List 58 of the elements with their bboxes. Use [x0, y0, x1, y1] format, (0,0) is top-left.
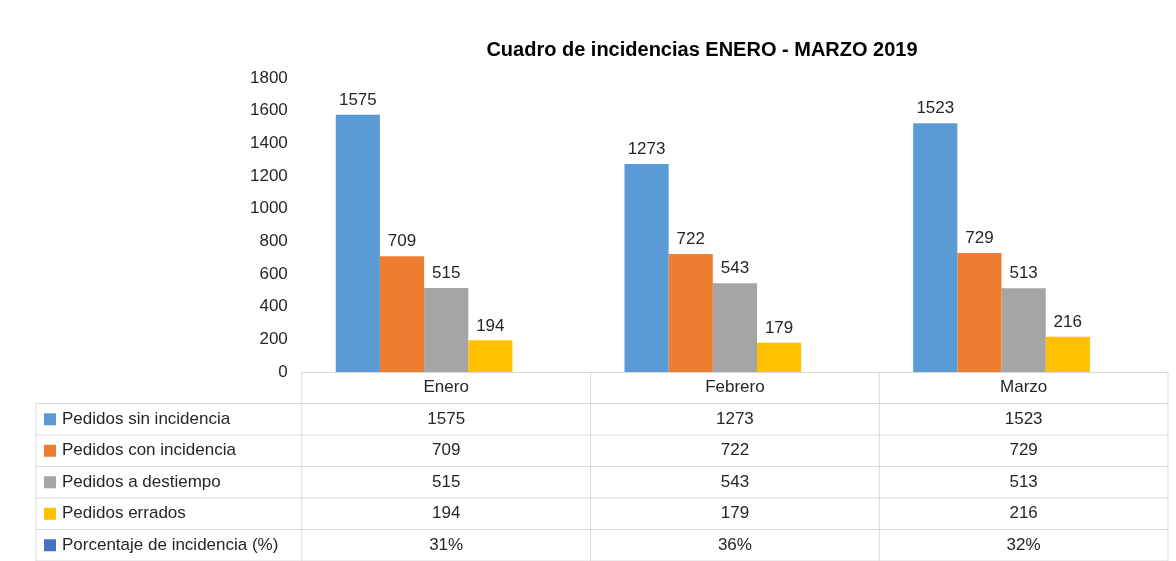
- y-tick-label: 800: [259, 231, 288, 251]
- y-tick-label: 1800: [249, 67, 288, 87]
- data-label: 722: [720, 440, 750, 460]
- y-tick-label: 1600: [249, 100, 288, 120]
- y-tick-label: 200: [259, 329, 288, 349]
- legend-label: Pedidos sin incidencia: [62, 408, 231, 428]
- y-tick-label: 1000: [249, 198, 288, 218]
- y-tick-label: 400: [259, 296, 288, 316]
- bar: [668, 254, 713, 372]
- x-tick-label: Marzo: [1000, 377, 1048, 397]
- bar: [379, 256, 425, 372]
- chart-title: Cuadro de incidencias ENERO - MARZO 2019: [486, 37, 918, 60]
- data-label: 32%: [1006, 534, 1041, 554]
- data-label: 36%: [717, 534, 752, 554]
- text: 709: [387, 231, 417, 251]
- data-label: 729: [1009, 440, 1038, 460]
- bar: [757, 342, 802, 372]
- text: 216: [1053, 311, 1082, 331]
- bar: [712, 283, 757, 372]
- text: 729: [965, 228, 994, 248]
- data-label: 513: [1009, 471, 1038, 491]
- data-label: 179: [720, 503, 750, 523]
- text: 1575: [338, 89, 377, 109]
- data-label: 1523: [1004, 408, 1043, 428]
- y-tick-label: 0: [278, 361, 288, 381]
- legend-label: Pedidos errados: [62, 503, 186, 523]
- bar: [957, 252, 1002, 372]
- legend-label: Pedidos con incidencia: [62, 440, 237, 460]
- x-tick-label: Febrero: [705, 377, 765, 397]
- data-label: 216: [1009, 503, 1038, 523]
- data-label: 709: [431, 440, 461, 460]
- data-label: 194: [431, 503, 461, 523]
- y-tick-label: 600: [259, 263, 288, 283]
- bar: [335, 114, 380, 372]
- text: 543: [720, 258, 750, 278]
- data-label: 515: [431, 471, 461, 491]
- bar: [1001, 288, 1046, 372]
- data-label: 1575: [427, 408, 466, 428]
- y-tick-label: 1200: [249, 165, 288, 185]
- bar: [624, 164, 669, 372]
- data-label: 543: [720, 471, 750, 491]
- text: 1523: [916, 98, 955, 118]
- legend-label: Porcentaje de incidencia (%): [62, 534, 279, 554]
- data-label: 1273: [716, 408, 754, 428]
- text: 194: [476, 315, 505, 335]
- text: 179: [764, 317, 794, 337]
- legend-label: Pedidos a destiempo: [62, 471, 221, 491]
- bar: [424, 287, 469, 372]
- text: 1273: [627, 139, 666, 159]
- data-label: 31%: [429, 534, 464, 554]
- text: 513: [1009, 263, 1038, 283]
- bar: [468, 340, 513, 372]
- bar: [1045, 336, 1090, 372]
- x-tick-label: Enero: [423, 377, 469, 397]
- y-tick-label: 1400: [249, 133, 288, 153]
- bar: [913, 123, 958, 372]
- text: 722: [676, 229, 705, 249]
- text: 515: [431, 263, 461, 283]
